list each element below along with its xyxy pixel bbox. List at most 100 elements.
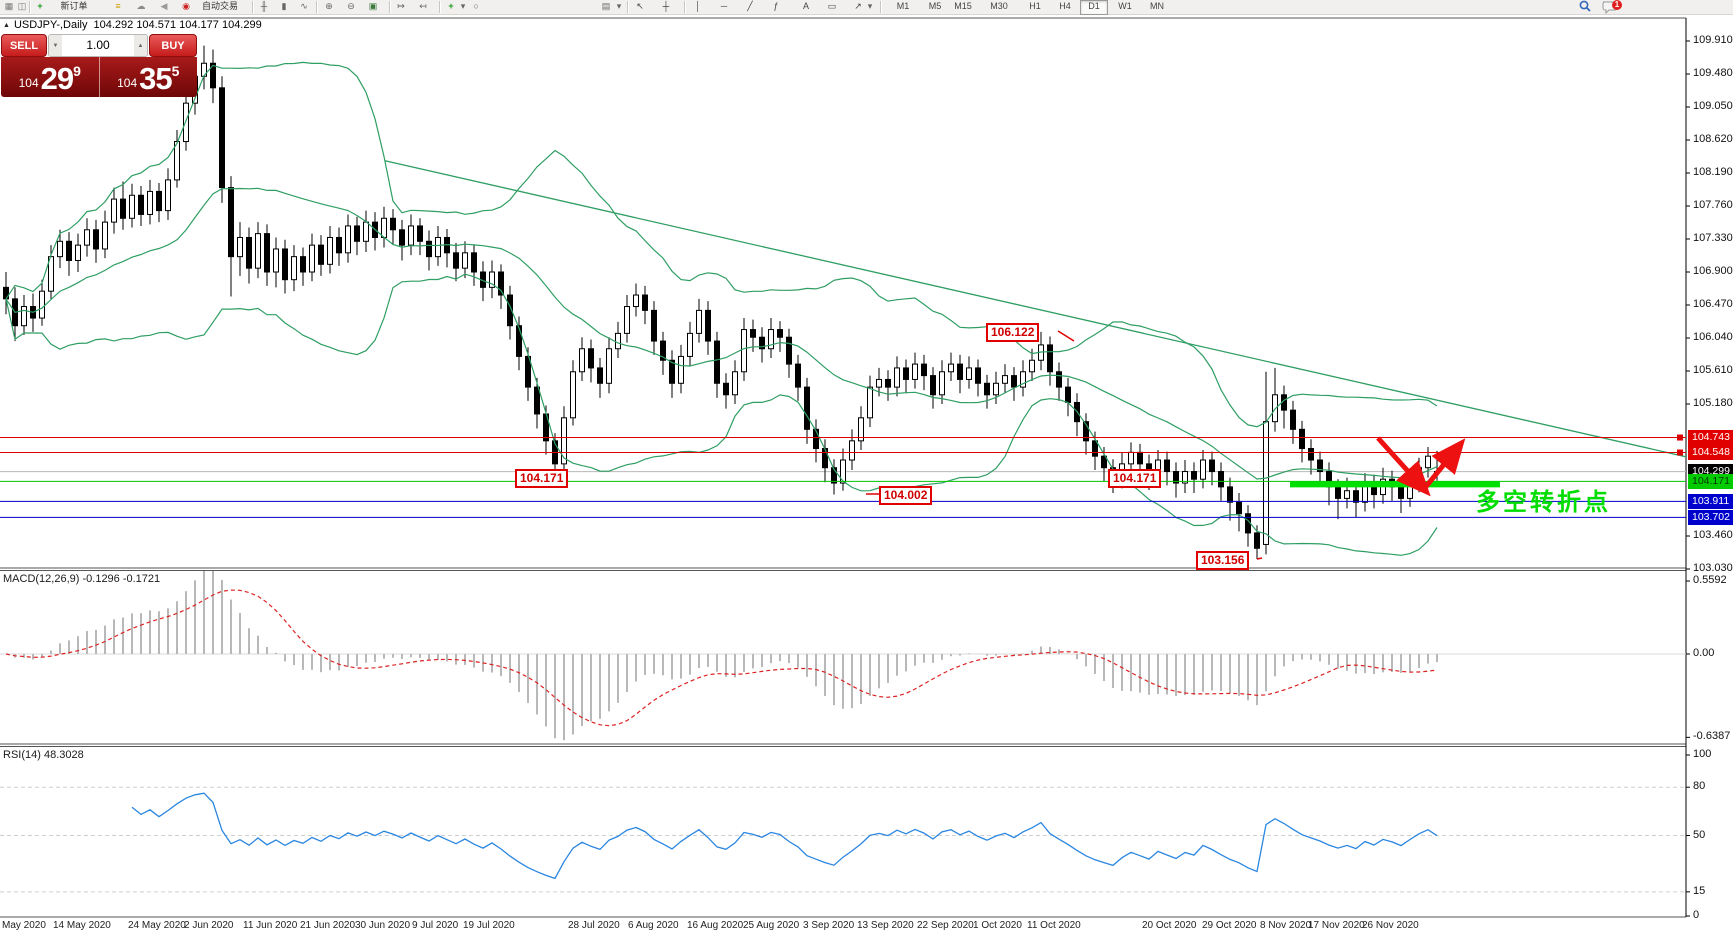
timeframe-h4-button[interactable]: H4 — [1059, 1, 1071, 11]
search-icon[interactable] — [1578, 0, 1592, 13]
candle-body — [642, 294, 648, 311]
candle-body — [1263, 421, 1269, 545]
sound-icon[interactable]: ◀ — [160, 1, 168, 11]
candle-body — [1317, 459, 1323, 473]
candle-body — [183, 102, 189, 143]
buy-price-display[interactable]: 104355 — [100, 57, 198, 97]
auto-scroll-icon[interactable]: ↦ — [397, 1, 405, 11]
axis-price-badge: 103.911 — [1688, 493, 1733, 509]
rsi-axis-tick: 15 — [1693, 884, 1706, 897]
candle-body — [39, 290, 45, 319]
candle-body — [696, 309, 702, 334]
label-icon[interactable]: ▭ — [827, 1, 837, 11]
chart-shift-icon[interactable]: ↤ — [419, 1, 427, 11]
price-divider — [98, 57, 100, 97]
indicator-dropdown-icon[interactable]: ▾ — [460, 1, 466, 11]
candle-chart-icon[interactable]: ▮ — [281, 1, 287, 11]
candle-body — [1101, 455, 1107, 469]
auto-trading-icon[interactable]: ◉ — [182, 1, 190, 11]
bar-chart-icon[interactable]: ╫ — [260, 1, 268, 11]
rsi-name: RSI(14) — [3, 749, 41, 761]
candle-body — [417, 225, 423, 242]
candle-body — [1236, 501, 1242, 515]
zoom-out-icon[interactable]: ⊖ — [347, 1, 355, 11]
price-callout[interactable]: 103.156 — [1196, 551, 1250, 570]
candle-body — [876, 378, 882, 388]
axis-price-badge: 104.171 — [1688, 473, 1733, 489]
horizontal-line-icon[interactable]: ─ — [720, 1, 728, 11]
candle-body — [1020, 371, 1026, 388]
timeframe-mn-button[interactable]: MN — [1150, 1, 1164, 11]
arrows-dropdown-icon[interactable]: ▾ — [867, 1, 873, 11]
auto-trading-label[interactable]: 自动交易 — [201, 1, 238, 11]
price-callout[interactable]: 106.122 — [986, 323, 1040, 342]
oneclick-toggle-icon[interactable]: ▲ — [3, 22, 10, 29]
candle-body — [588, 348, 594, 369]
new-order-plus-icon[interactable]: + — [37, 1, 43, 11]
profiles-icon[interactable]: ◫ — [17, 1, 27, 11]
vertical-line-icon[interactable]: │ — [695, 1, 701, 11]
candle-body — [948, 363, 954, 373]
candle-body — [471, 252, 477, 273]
sell-button[interactable]: SELL — [1, 34, 47, 57]
gold-icon[interactable]: ≡ — [115, 1, 121, 11]
timeframe-d1-button[interactable]: D1 — [1080, 0, 1108, 15]
sell-price-display[interactable]: 104299 — [1, 57, 99, 97]
bollinger-band — [5, 61, 1438, 428]
callout-leader — [1057, 330, 1075, 342]
price-axis-tick: 103.460 — [1693, 528, 1733, 541]
axis-price-badge: 104.743 — [1688, 430, 1733, 446]
line-chart-icon[interactable]: ∿ — [300, 1, 308, 11]
template-dropdown-icon[interactable]: ▾ — [616, 1, 622, 11]
candle-body — [75, 244, 81, 261]
crosshair-icon[interactable]: ┼ — [662, 1, 670, 11]
fibonacci-icon[interactable]: ƒ — [773, 1, 779, 11]
candle-body — [1398, 486, 1404, 499]
toolbar-separator — [684, 1, 686, 13]
period-icon[interactable]: ○ — [473, 1, 479, 11]
turning-point-annotation[interactable]: 多空转折点 — [1476, 489, 1611, 516]
candle-body — [831, 467, 837, 484]
arrows-icon[interactable]: ↗ — [854, 1, 862, 11]
text-icon[interactable]: A — [802, 1, 809, 11]
volume-increase-icon[interactable]: ▲ — [134, 35, 147, 56]
candle-body — [723, 382, 729, 396]
cloud-icon[interactable]: ☁ — [136, 1, 146, 11]
cursor-icon[interactable]: ↖ — [636, 1, 644, 11]
tile-windows-icon[interactable]: ▣ — [368, 1, 378, 11]
new-order-label[interactable]: 新订单 — [60, 1, 88, 11]
candle-body — [984, 382, 990, 396]
timeframe-w1-button[interactable]: W1 — [1118, 1, 1132, 11]
macd-signal-line — [5, 589, 1438, 727]
macd-name: MACD(12,26,9) — [3, 573, 80, 585]
zoom-in-icon[interactable]: ⊕ — [325, 1, 333, 11]
date-axis-label: 6 Aug 2020 — [628, 920, 679, 931]
volume-stepper[interactable]: ▼ 1.00 ▲ — [48, 34, 148, 57]
candle-body — [651, 309, 657, 342]
date-axis-label: 3 Sep 2020 — [803, 920, 855, 931]
candle-body — [57, 240, 63, 258]
buy-button[interactable]: BUY — [149, 34, 197, 57]
rsi-axis-tick: 80 — [1693, 780, 1706, 793]
price-callout[interactable]: 104.171 — [515, 469, 569, 488]
timeframe-m15-button[interactable]: M15 — [954, 1, 972, 11]
add-indicator-icon[interactable]: + — [448, 1, 454, 11]
price-callout[interactable]: 104.171 — [1108, 469, 1162, 488]
timeframe-m1-button[interactable]: M1 — [896, 1, 910, 11]
template-icon[interactable]: ▤ — [601, 1, 611, 11]
timeframe-h1-button[interactable]: H1 — [1029, 1, 1041, 11]
trendline-icon[interactable]: ╱ — [747, 1, 753, 11]
candle-body — [633, 294, 639, 308]
callout-leader — [1256, 557, 1263, 560]
timeframe-m5-button[interactable]: M5 — [928, 1, 942, 11]
price-callout[interactable]: 104.002 — [879, 486, 933, 505]
ohlc-values: 104.292 104.571 104.177 104.299 — [93, 19, 262, 31]
new-chart-icon[interactable]: ▦ — [4, 1, 14, 11]
candle-body — [912, 363, 918, 380]
candle-body — [138, 194, 144, 215]
volume-decrease-icon[interactable]: ▼ — [49, 35, 62, 56]
timeframe-m30-button[interactable]: M30 — [990, 1, 1008, 11]
date-axis-label: 11 Jun 2020 — [243, 920, 298, 931]
volume-value[interactable]: 1.00 — [62, 35, 134, 56]
